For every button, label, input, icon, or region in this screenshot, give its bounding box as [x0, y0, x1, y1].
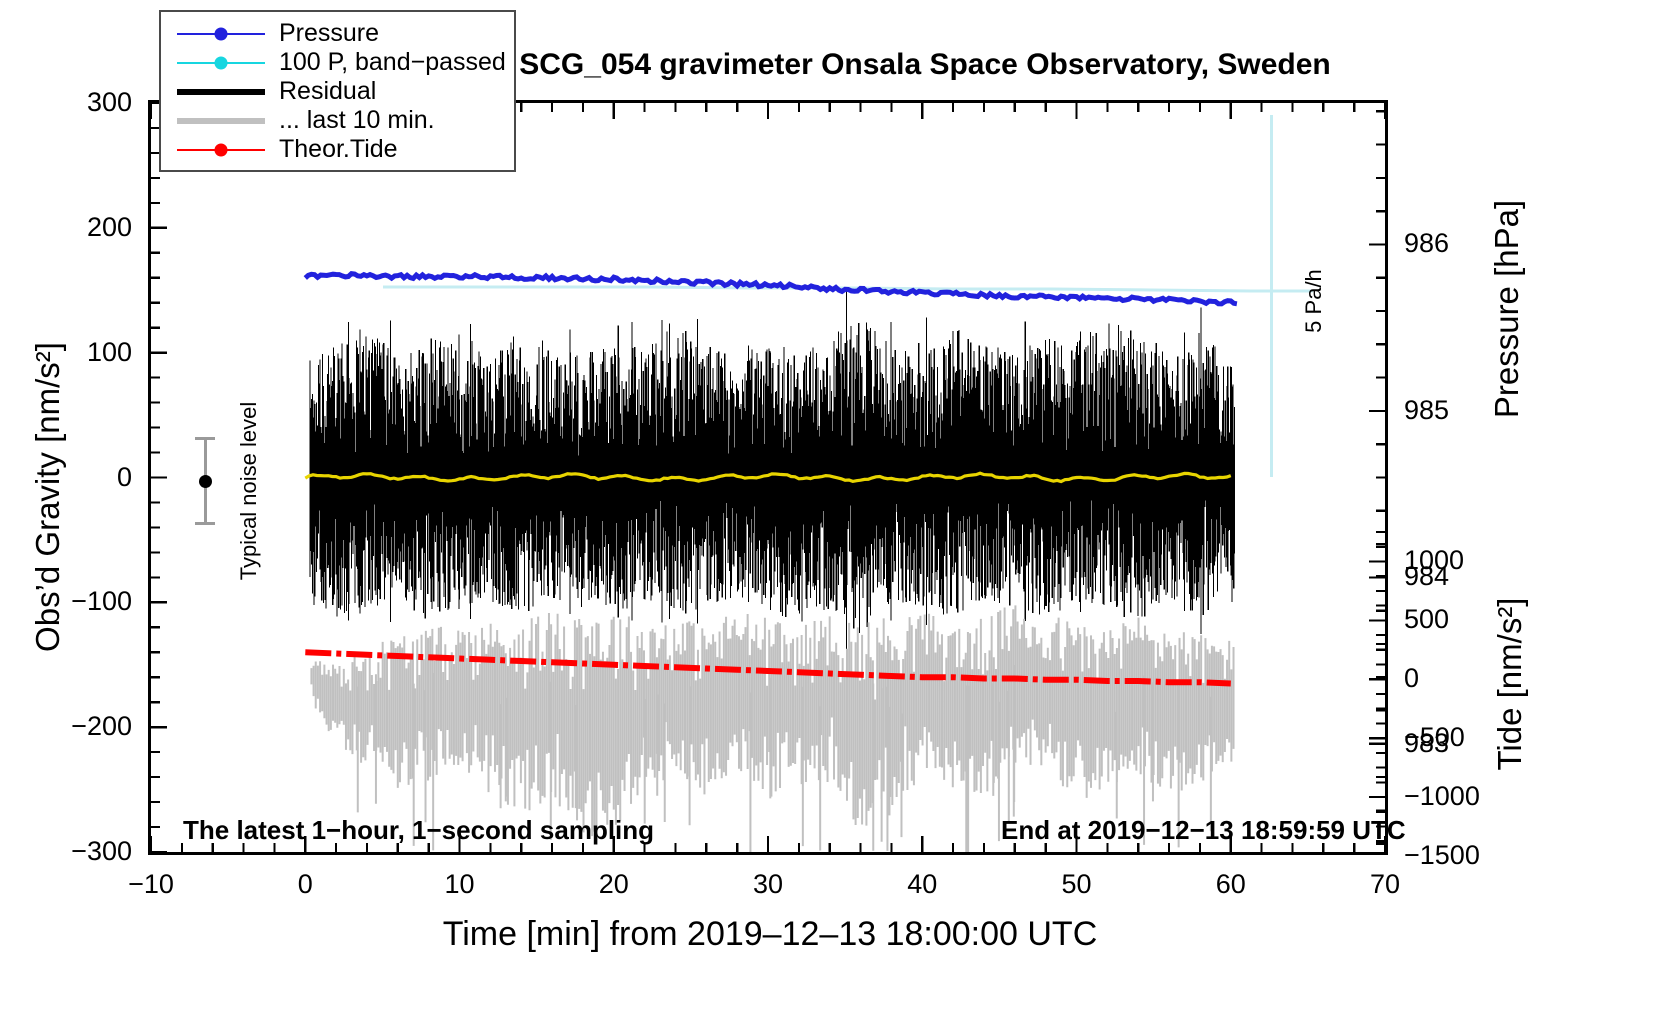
y-tick-tide-5: −1500 [1404, 840, 1480, 870]
annotation-end-time: End at 2019−12−13 18:59:59 UTC [1001, 815, 1406, 845]
y-tick-tide-4: −1000 [1404, 781, 1480, 812]
x-tick-2: 10 [444, 869, 475, 899]
y-tick-left-0: 300 [86, 87, 132, 117]
plot-area: Typical noise level 5 Pa/h The latest 1−… [148, 100, 1406, 855]
legend-item-1[interactable]: 100 P, band−passed [161, 48, 514, 77]
x-tick-8: 70 [1369, 869, 1401, 899]
legend-label: Pressure [279, 19, 380, 47]
x-tick-6: 50 [1061, 869, 1092, 899]
x-tick-1: 0 [297, 869, 313, 899]
legend-swatch-icon [177, 24, 265, 44]
y-axis-tide-title: Tide [nm/s²] [1491, 597, 1528, 771]
legend-label: ... last 10 min. [279, 106, 435, 134]
legend: Pressure 100 P, band−passed Residual... la… [159, 10, 516, 172]
chart-title: SCG_054 gravimeter Onsala Space Observat… [519, 48, 1331, 81]
y-tick-pressure-1: 985 [1404, 394, 1450, 425]
y-tick-pressure-2: 984 [1404, 561, 1450, 592]
y-tick-pressure-0: 986 [1404, 228, 1450, 259]
y-tick-left-5: −200 [71, 711, 132, 742]
legend-label: Theor.Tide [279, 135, 398, 163]
legend-item-4[interactable]: Theor.Tide [161, 135, 514, 164]
y-tick-left-6: −300 [71, 836, 132, 866]
legend-swatch-icon [177, 53, 265, 73]
x-tick-7: 60 [1215, 869, 1246, 899]
y-axis-left-title: Obs’d Gravity [nm/s²] [29, 342, 66, 652]
data-traces [303, 270, 1313, 852]
x-axis-title: Time [min] from 2019–12–13 18:00:00 UTC [442, 915, 1098, 953]
annotation-sampling-info: The latest 1−hour, 1−second sampling [183, 815, 655, 845]
y-tick-left-1: 200 [86, 211, 132, 242]
trace-pressure [303, 270, 1238, 307]
legend-item-0[interactable]: Pressure [161, 19, 514, 48]
y-tick-tide-0: 1000 [1404, 545, 1465, 576]
legend-item-2[interactable]: Residual [161, 77, 514, 106]
trace-last10 [310, 605, 1235, 852]
legend-swatch-icon [177, 111, 265, 131]
trace-bandpassed [383, 285, 1313, 293]
y-tick-tide-3: −500 [1404, 722, 1465, 753]
legend-swatch-icon [177, 140, 265, 160]
y-tick-tide-1: 500 [1404, 604, 1450, 635]
legend-label: 100 P, band−passed [279, 48, 506, 76]
y-axis-pressure-title: Pressure [hPa] [1488, 199, 1525, 419]
x-tick-3: 20 [598, 869, 629, 899]
x-tick-4: 30 [752, 869, 784, 899]
y-tick-left-3: 0 [116, 461, 132, 492]
y-tick-left-2: 100 [86, 336, 132, 367]
legend-swatch-icon [177, 82, 265, 102]
x-tick-0: −10 [128, 869, 174, 899]
y-tick-left-4: −100 [71, 586, 132, 617]
trace-residual [309, 290, 1236, 650]
y-tick-pressure-3: 983 [1404, 727, 1450, 758]
trace-smoothed [304, 471, 1232, 484]
trace-theor-tide [305, 649, 1231, 687]
legend-item-3[interactable]: ... last 10 min. [161, 106, 514, 135]
x-tick-5: 40 [907, 869, 938, 899]
legend-label: Residual [279, 77, 377, 105]
y-tick-tide-2: 0 [1404, 663, 1420, 694]
